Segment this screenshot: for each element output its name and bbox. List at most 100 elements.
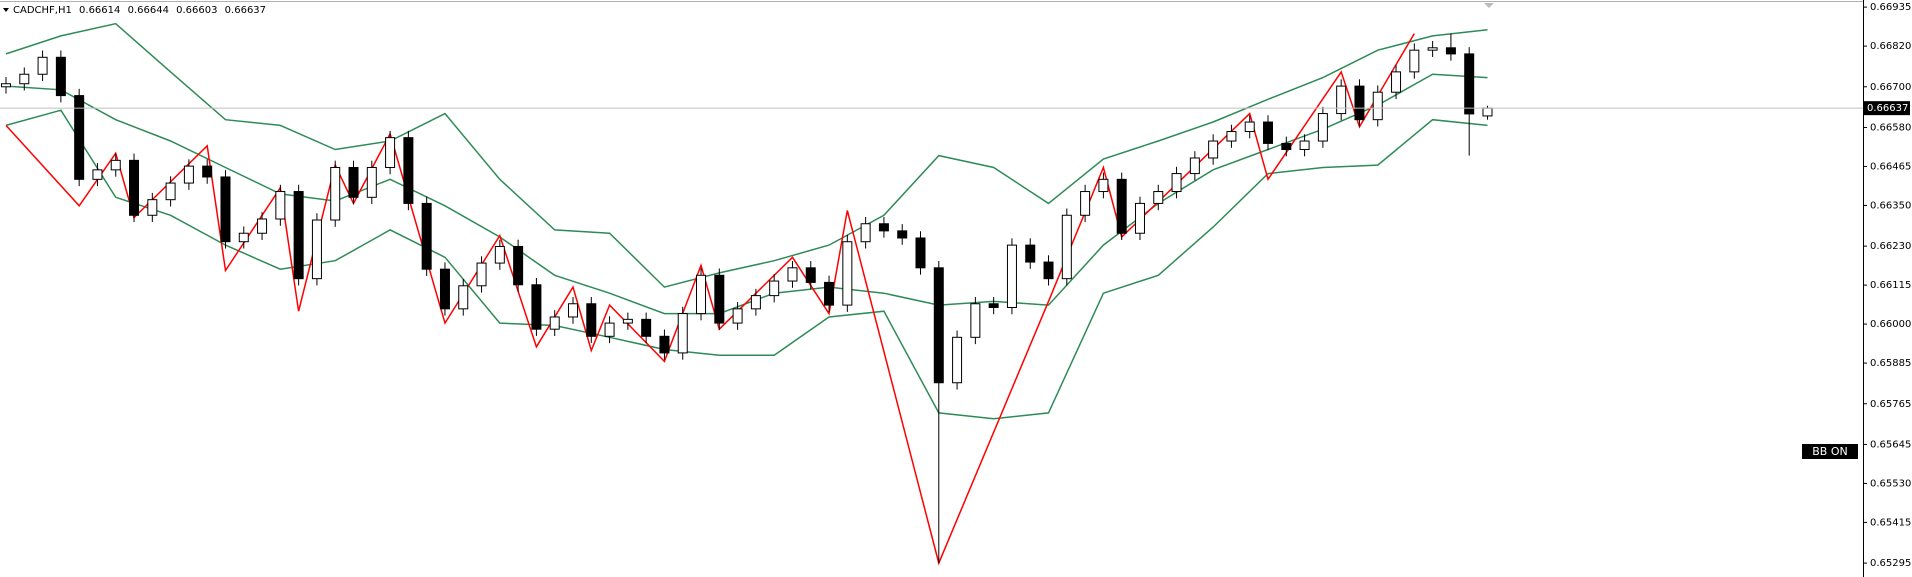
- candle-body: [805, 267, 816, 283]
- y-tick-label: 0.66115: [1870, 280, 1911, 291]
- candle-body: [860, 223, 871, 243]
- header-open: 0.66614: [79, 5, 120, 16]
- bollinger-upper: [5, 22, 1488, 288]
- candle-body: [37, 56, 48, 75]
- candle-body: [897, 230, 908, 239]
- indicator-badge: [1802, 444, 1858, 459]
- candle-body: [1445, 47, 1456, 55]
- candle-body: [1482, 107, 1493, 117]
- candle-body: [586, 303, 597, 337]
- bands-layer: [5, 22, 1488, 420]
- candle-body: [824, 281, 835, 306]
- candle-body: [878, 223, 889, 232]
- y-tick-label: 0.66935: [1870, 2, 1911, 13]
- candle-body: [677, 313, 688, 354]
- candle-body: [696, 274, 707, 315]
- candle-body: [275, 191, 286, 220]
- candle-body: [750, 295, 761, 310]
- candle-body: [1244, 121, 1255, 133]
- y-tick-label: 0.66230: [1870, 241, 1911, 252]
- candle-body: [55, 56, 66, 97]
- y-tick-label: 0.65530: [1870, 478, 1911, 489]
- candle-body: [714, 274, 725, 324]
- candle-body: [293, 191, 304, 280]
- candle-body: [1, 83, 11, 88]
- candle-body: [1116, 178, 1127, 234]
- candle-body: [385, 137, 396, 168]
- period-marker: [1484, 3, 1494, 8]
- y-tick-label: 0.66350: [1870, 200, 1911, 211]
- y-tick-label: 0.65885: [1870, 358, 1911, 369]
- header-high: 0.66644: [128, 5, 169, 16]
- candle-body: [220, 176, 231, 243]
- candle-body: [1061, 214, 1072, 280]
- candle-body: [1281, 142, 1292, 151]
- candle-body: [92, 169, 103, 180]
- candle-body: [567, 303, 578, 318]
- indicator-label: BB ON: [1812, 445, 1847, 458]
- candle-body: [1354, 85, 1365, 121]
- candle-body: [641, 318, 652, 337]
- candle-body: [348, 166, 359, 198]
- candles-layer: [1, 33, 1493, 564]
- current-price-box: [1864, 101, 1910, 116]
- bollinger-lower: [5, 109, 1488, 420]
- candle-body: [366, 166, 377, 198]
- candle-body: [1208, 140, 1219, 159]
- candle-body: [952, 336, 963, 384]
- candle-body: [531, 284, 542, 330]
- candle-body: [1189, 157, 1200, 175]
- candle-body: [403, 137, 414, 204]
- candle-body: [147, 199, 158, 216]
- candle-body: [1006, 244, 1017, 308]
- candle-body: [1427, 47, 1438, 51]
- candle-body: [1464, 53, 1475, 115]
- bollinger-middle: [5, 73, 1488, 315]
- candle-body: [458, 285, 469, 310]
- candle-body: [330, 166, 341, 221]
- candle-body: [129, 159, 140, 216]
- symbol-dropdown-icon[interactable]: [3, 8, 9, 12]
- candle-body: [1080, 191, 1091, 216]
- candle-body: [1226, 131, 1237, 142]
- y-tick-label: 0.66820: [1870, 41, 1911, 52]
- candle-body: [439, 268, 450, 310]
- current-price-label: 0.66637: [1867, 103, 1908, 114]
- candle-body: [476, 262, 487, 287]
- candle-body: [1171, 173, 1182, 193]
- candle-body: [622, 318, 633, 324]
- candle-body: [1336, 85, 1347, 115]
- candle-body: [933, 267, 944, 384]
- candle-body: [165, 182, 176, 201]
- symbol-header: CADCHF,H1 0.66614 0.66644 0.66603 0.6663…: [13, 5, 266, 16]
- y-tick-label: 0.66000: [1870, 319, 1911, 330]
- candle-body: [110, 159, 121, 171]
- symbol: CADCHF,H1: [13, 5, 72, 16]
- candle-body: [74, 95, 85, 180]
- candle-body: [1391, 71, 1402, 93]
- y-tick-label: 0.65295: [1870, 558, 1911, 569]
- candle-body: [1134, 202, 1145, 234]
- candle-body: [787, 267, 798, 282]
- candle-body: [202, 165, 213, 178]
- candle-body: [238, 232, 249, 243]
- candle-body: [915, 237, 926, 269]
- candle-body: [659, 335, 670, 354]
- candle-body: [183, 165, 194, 184]
- candle-body: [769, 280, 780, 297]
- y-tick-label: 0.65415: [1870, 517, 1911, 528]
- candle-body: [732, 308, 743, 324]
- candle-body: [19, 73, 30, 85]
- candle-body: [1153, 191, 1164, 204]
- candle-body: [513, 245, 524, 286]
- candle-body: [1025, 244, 1036, 263]
- candle-body: [1098, 178, 1109, 193]
- candle-body: [970, 303, 981, 338]
- header-low: 0.66603: [176, 5, 217, 16]
- y-tick-label: 0.65645: [1870, 439, 1911, 450]
- y-tick-label: 0.66465: [1870, 161, 1911, 172]
- candle-body: [1299, 140, 1310, 151]
- y-tick-label: 0.66700: [1870, 82, 1911, 93]
- y-tick-label: 0.66580: [1870, 122, 1911, 133]
